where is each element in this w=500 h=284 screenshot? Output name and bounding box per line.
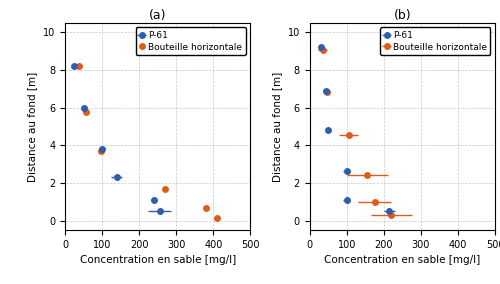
X-axis label: Concentration en sable [mg/l]: Concentration en sable [mg/l] [80, 255, 236, 265]
Title: (a): (a) [149, 9, 166, 22]
Legend: P-61, Bouteille horizontale: P-61, Bouteille horizontale [136, 27, 246, 55]
Y-axis label: Distance au fond [m]: Distance au fond [m] [28, 71, 38, 181]
X-axis label: Concentration en sable [mg/l]: Concentration en sable [mg/l] [324, 255, 480, 265]
Y-axis label: Distance au fond [m]: Distance au fond [m] [272, 71, 282, 181]
Title: (b): (b) [394, 9, 411, 22]
Legend: P-61, Bouteille horizontale: P-61, Bouteille horizontale [380, 27, 490, 55]
